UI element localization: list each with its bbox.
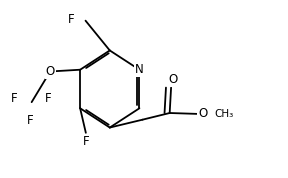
Text: F: F: [27, 114, 33, 127]
Text: O: O: [46, 65, 55, 78]
Text: O: O: [198, 107, 207, 120]
Text: CH₃: CH₃: [215, 109, 234, 119]
Text: N: N: [135, 63, 144, 76]
Text: F: F: [68, 13, 75, 26]
Text: O: O: [168, 73, 177, 86]
Text: F: F: [11, 92, 18, 105]
Text: F: F: [45, 92, 52, 105]
Text: F: F: [83, 135, 89, 148]
